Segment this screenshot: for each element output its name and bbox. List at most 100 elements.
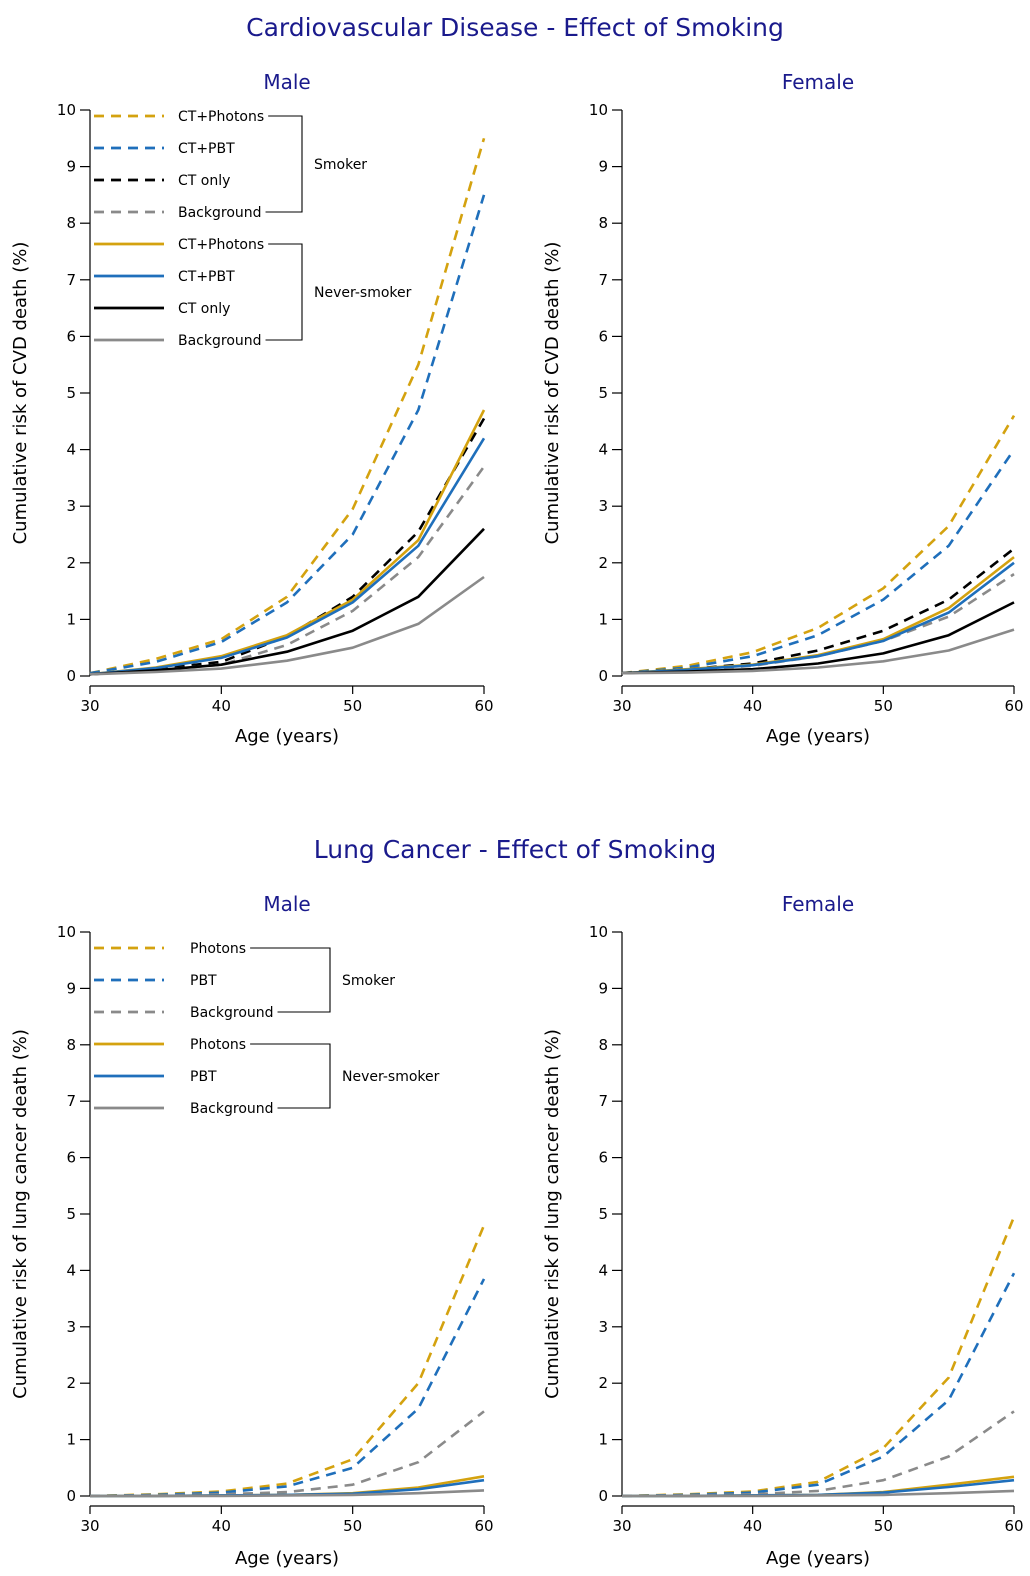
y-tick-label: 1	[66, 1431, 76, 1449]
y-axis-label: Cumulative risk of CVD death (%)	[10, 242, 31, 545]
y-tick-label: 3	[598, 497, 608, 515]
y-tick-label: 0	[598, 1487, 608, 1505]
y-tick-label: 9	[66, 158, 76, 176]
series-line-smoker-background	[621, 1410, 1015, 1498]
x-tick-label: 50	[874, 697, 893, 715]
y-tick-label: 0	[66, 667, 76, 685]
y-tick-label: 8	[598, 214, 608, 232]
section-title-lung: Lung Cancer - Effect of Smoking	[314, 835, 717, 864]
y-tick-label: 8	[66, 1036, 76, 1054]
chart-panel-female-1: Female 0 1 2 3 4 5 6 7 8 9 10 30 40 50 60 Age (years) Cum…	[542, 70, 1024, 747]
series-line-never-smoker-ct-pbt	[89, 437, 486, 676]
series-line-never-smoker-background	[89, 575, 485, 676]
x-tick-label: 50	[343, 697, 362, 715]
y-tick-label: 9	[598, 979, 608, 997]
x-axis-label: Age (years)	[766, 1548, 870, 1569]
y-tick-label: 10	[589, 923, 608, 941]
chart-panel-female-3: Female 0 1 2 3 4 5 6 7 8 9 10 30 40 50 60 Age (years) Cum…	[542, 892, 1024, 1569]
y-tick-label: 2	[66, 554, 76, 572]
y-tick-label: 4	[66, 441, 76, 459]
y-tick-label: 9	[66, 979, 76, 997]
y-tick-label: 5	[598, 1205, 608, 1223]
series-line-smoker-photons	[621, 1216, 1016, 1498]
x-tick-label: 30	[612, 1517, 631, 1535]
y-tick-label: 7	[598, 271, 608, 289]
y-tick-label: 5	[66, 384, 76, 402]
legend-group-label-never-smoker: Never-smoker	[314, 285, 412, 301]
section-title-cvd: Cardiovascular Disease - Effect of Smoki…	[246, 13, 784, 42]
y-tick-label: 1	[598, 610, 608, 628]
series-line-never-smoker-background	[90, 1489, 485, 1498]
x-tick-label: 40	[212, 1517, 231, 1535]
y-axis-label: Cumulative risk of lung cancer death (%)	[542, 1029, 563, 1399]
legend-label-smoker-ct-photons: CT+Photons	[178, 109, 264, 125]
legend-label-never-smoker-background: Background	[178, 333, 262, 349]
y-tick-label: 5	[598, 384, 608, 402]
y-tick-label: 2	[598, 1374, 608, 1392]
x-tick-label: 30	[80, 1517, 99, 1535]
x-tick-label: 40	[212, 697, 231, 715]
legend-label-never-smoker-ct-pbt: CT+PBT	[178, 269, 235, 285]
y-tick-label: 0	[66, 1487, 76, 1505]
x-tick-label: 50	[343, 1517, 362, 1535]
series-line-smoker-ct-pbt	[621, 448, 1016, 675]
legend-label-smoker-background: Background	[190, 1005, 274, 1021]
series-line-never-smoker-background	[622, 1489, 1015, 1498]
series-line-smoker-ct-pbt	[89, 194, 486, 675]
legend-label-smoker-ct-only: CT only	[178, 173, 230, 189]
x-tick-label: 30	[612, 697, 631, 715]
y-tick-label: 6	[66, 327, 76, 345]
y-tick-label: 8	[66, 214, 76, 232]
panel-title: Male	[263, 892, 310, 916]
legend: CT+Photons CT+PBT CT only Background Smoker C…	[94, 109, 412, 349]
x-tick-label: 60	[1004, 697, 1023, 715]
series-line-smoker-background	[89, 1410, 485, 1498]
legend-label-smoker-photons: Photons	[190, 941, 246, 957]
y-tick-label: 6	[598, 1149, 608, 1167]
y-tick-label: 2	[66, 1374, 76, 1392]
panel-title: Female	[782, 892, 854, 916]
y-tick-label: 1	[598, 1431, 608, 1449]
series-line-never-smoker-ct-photons	[89, 409, 486, 676]
y-tick-label: 1	[66, 610, 76, 628]
legend-label-never-smoker-ct-photons: CT+Photons	[178, 237, 264, 253]
legend-label-never-smoker-pbt: PBT	[190, 1069, 217, 1085]
y-tick-label: 9	[598, 158, 608, 176]
y-tick-label: 3	[598, 1318, 608, 1336]
y-tick-label: 10	[57, 923, 76, 941]
chart-panel-male-2: Male 0 1 2 3 4 5 6 7 8 9 10 30 40 50 60 Age (years) Cumul…	[10, 892, 494, 1569]
chart-panel-male-0: Male 0 1 2 3 4 5 6 7 8 9 10 30 40 50 60 Age (years) Cumul…	[10, 70, 494, 747]
legend-label-never-smoker-background: Background	[190, 1101, 274, 1117]
legend-group-label-smoker: Smoker	[342, 973, 395, 989]
y-tick-label: 2	[598, 554, 608, 572]
x-tick-label: 60	[1004, 1517, 1023, 1535]
legend-label-smoker-ct-pbt: CT+PBT	[178, 141, 235, 157]
y-tick-label: 10	[589, 101, 608, 119]
legend-group-label-smoker: Smoker	[314, 157, 367, 173]
legend: Photons PBT Background Smoker Photons PBT Back…	[94, 941, 440, 1117]
legend-bracket-never-smoker	[265, 243, 303, 341]
series-line-smoker-photons	[89, 1224, 486, 1498]
y-tick-label: 6	[598, 327, 608, 345]
legend-bracket-smoker	[265, 115, 303, 213]
y-tick-label: 4	[598, 1261, 608, 1279]
x-tick-label: 40	[743, 1517, 762, 1535]
y-tick-label: 8	[598, 1036, 608, 1054]
y-tick-label: 10	[57, 101, 76, 119]
x-tick-label: 30	[80, 697, 99, 715]
legend-bracket-never-smoker	[250, 1043, 331, 1109]
series-line-smoker-ct-photons	[89, 137, 486, 675]
y-tick-label: 4	[598, 441, 608, 459]
legend-label-never-smoker-ct-only: CT only	[178, 301, 230, 317]
y-tick-label: 3	[66, 1318, 76, 1336]
series-line-never-smoker-ct-only	[89, 527, 485, 676]
panel-title: Female	[782, 70, 854, 94]
series-line-never-smoker-background	[621, 628, 1015, 675]
x-axis-label: Age (years)	[766, 726, 870, 747]
x-tick-label: 60	[474, 1517, 493, 1535]
legend-label-smoker-pbt: PBT	[190, 973, 217, 989]
legend-group-label-never-smoker: Never-smoker	[342, 1069, 440, 1085]
x-tick-label: 40	[743, 697, 762, 715]
legend-label-never-smoker-photons: Photons	[190, 1037, 246, 1053]
